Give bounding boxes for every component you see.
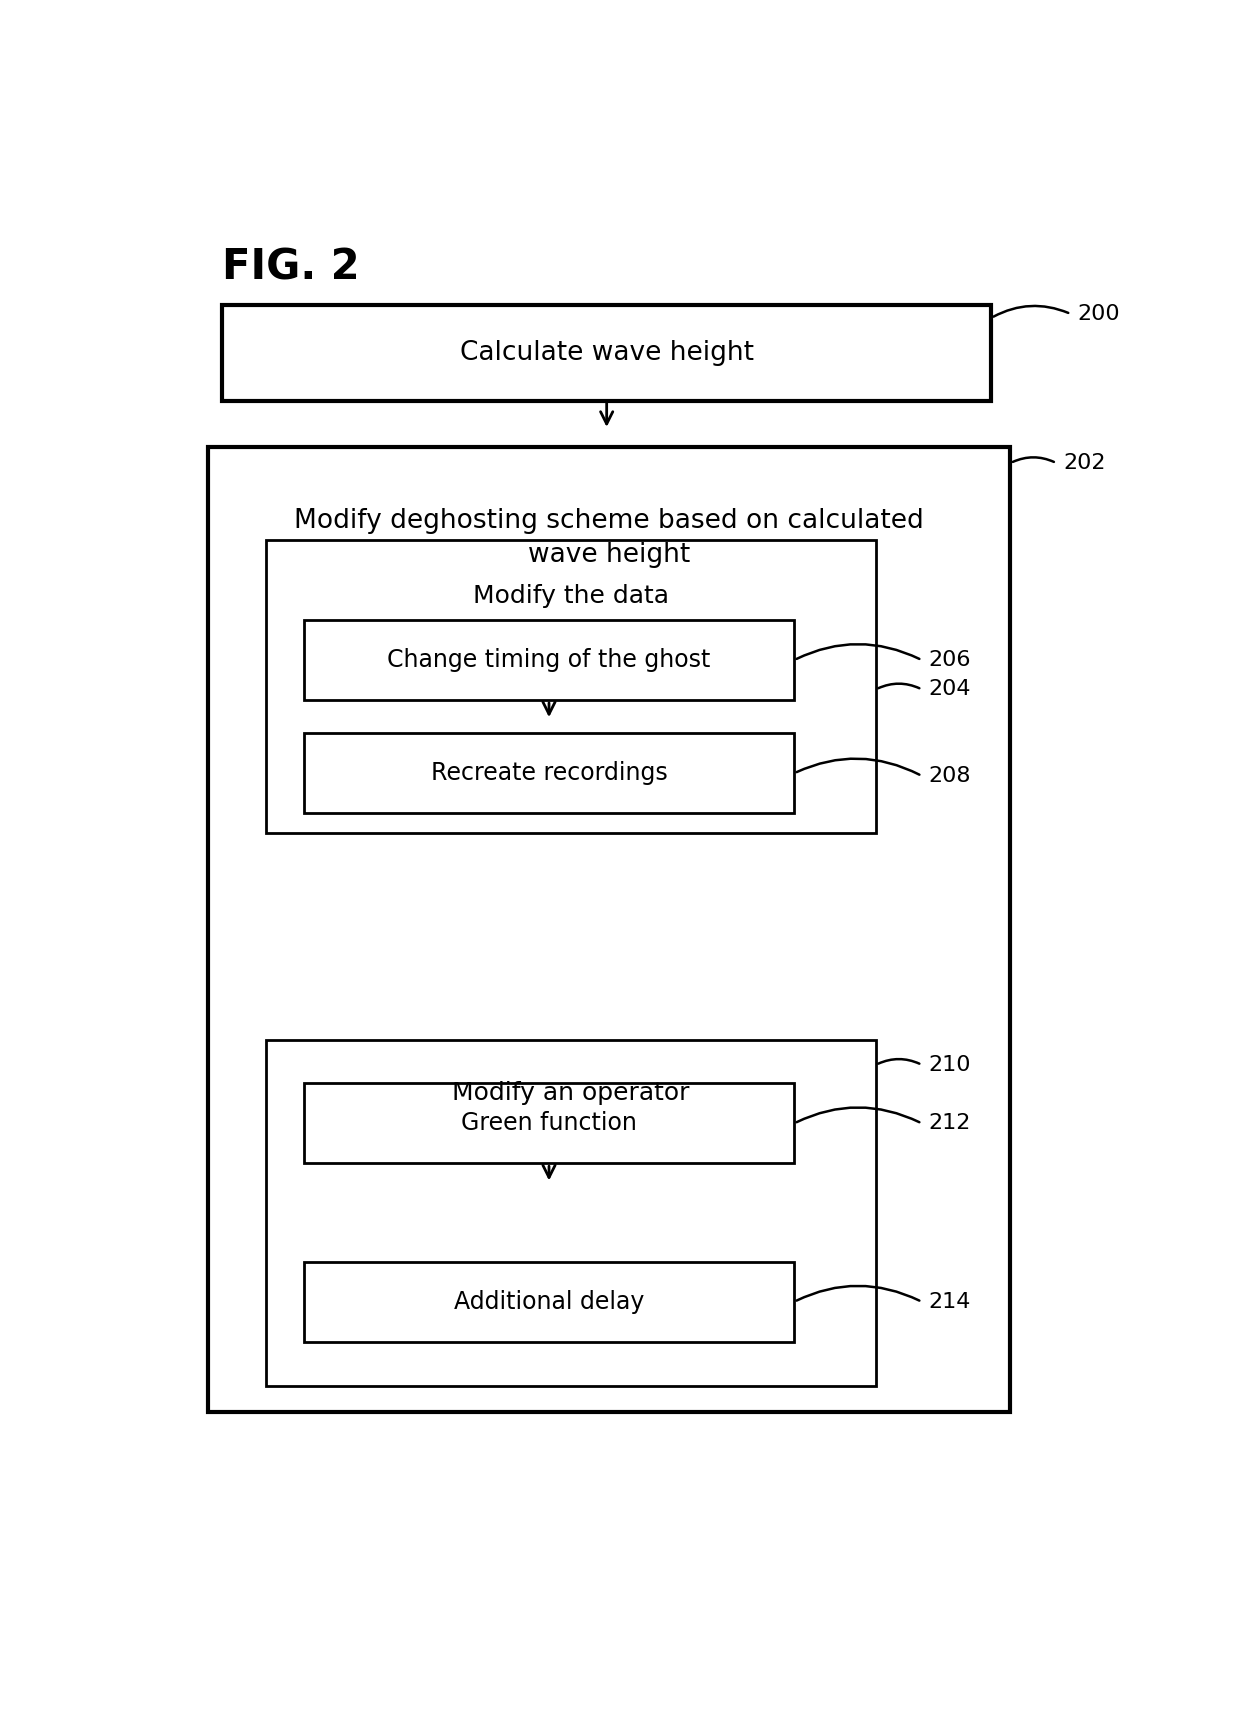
Text: 214: 214 xyxy=(929,1292,971,1312)
FancyBboxPatch shape xyxy=(265,539,875,833)
Text: 200: 200 xyxy=(1078,304,1120,323)
FancyArrowPatch shape xyxy=(878,683,919,688)
FancyArrowPatch shape xyxy=(796,645,919,659)
Text: FIG. 2: FIG. 2 xyxy=(222,247,360,289)
FancyBboxPatch shape xyxy=(208,448,1011,1413)
FancyArrowPatch shape xyxy=(993,306,1069,316)
FancyArrowPatch shape xyxy=(796,1286,919,1300)
Text: 210: 210 xyxy=(929,1055,971,1075)
FancyBboxPatch shape xyxy=(304,621,794,700)
FancyArrowPatch shape xyxy=(796,759,919,775)
FancyArrowPatch shape xyxy=(796,1108,919,1122)
FancyArrowPatch shape xyxy=(1013,458,1054,462)
FancyBboxPatch shape xyxy=(265,1039,875,1385)
Text: 204: 204 xyxy=(929,679,971,700)
FancyBboxPatch shape xyxy=(304,733,794,813)
Text: 208: 208 xyxy=(929,766,971,787)
FancyBboxPatch shape xyxy=(304,1262,794,1342)
Text: Recreate recordings: Recreate recordings xyxy=(430,761,667,785)
Text: 212: 212 xyxy=(929,1113,971,1134)
Text: Calculate wave height: Calculate wave height xyxy=(460,339,754,365)
Text: 202: 202 xyxy=(1063,453,1106,474)
Text: Change timing of the ghost: Change timing of the ghost xyxy=(387,648,711,673)
FancyArrowPatch shape xyxy=(878,1060,919,1063)
Text: Modify the data: Modify the data xyxy=(472,584,668,609)
Text: Modify an operator: Modify an operator xyxy=(451,1081,689,1105)
FancyBboxPatch shape xyxy=(304,1084,794,1164)
FancyBboxPatch shape xyxy=(222,304,991,401)
Text: 206: 206 xyxy=(929,650,971,671)
Text: Green function: Green function xyxy=(461,1112,637,1136)
Text: Modify deghosting scheme based on calculated
wave height: Modify deghosting scheme based on calcul… xyxy=(294,508,924,567)
Text: Additional delay: Additional delay xyxy=(454,1290,645,1314)
